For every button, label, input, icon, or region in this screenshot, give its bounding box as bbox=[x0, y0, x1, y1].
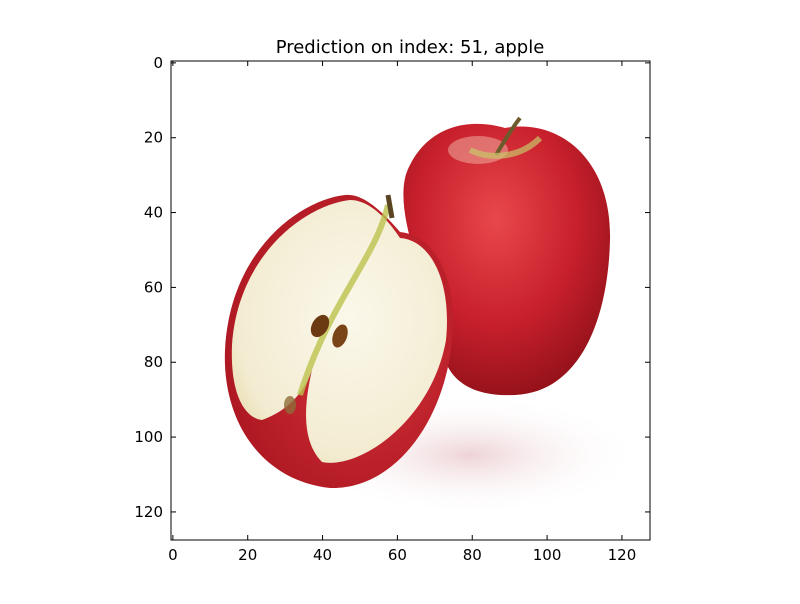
axes-frame bbox=[170, 60, 651, 541]
x-tick-label: 120 bbox=[608, 546, 637, 564]
apple-seed bbox=[310, 314, 330, 338]
x-tick-label: 80 bbox=[463, 546, 482, 564]
y-tick-label: 120 bbox=[134, 503, 163, 521]
y-tick-label: 0 bbox=[153, 54, 163, 72]
x-tick-label: 100 bbox=[533, 546, 562, 564]
x-axis: 0 20 40 60 80 100 120 bbox=[168, 61, 636, 564]
x-tick-label: 40 bbox=[313, 546, 332, 564]
apple-seed bbox=[332, 324, 348, 348]
y-tick-label: 100 bbox=[134, 428, 163, 446]
x-tick-label: 0 bbox=[168, 546, 178, 564]
whole-apple bbox=[403, 116, 611, 396]
apple-image bbox=[171, 61, 650, 540]
y-tick-label: 20 bbox=[144, 129, 163, 147]
x-tick-label: 60 bbox=[388, 546, 407, 564]
y-tick-label: 60 bbox=[144, 278, 163, 296]
half-apple bbox=[224, 194, 453, 489]
y-tick-label: 80 bbox=[144, 353, 163, 371]
y-tick-label: 40 bbox=[144, 204, 163, 222]
x-tick-label: 20 bbox=[238, 546, 257, 564]
figure-title: Prediction on index: 51, apple bbox=[276, 37, 545, 58]
y-axis: 0 20 40 60 80 100 120 bbox=[134, 54, 650, 521]
